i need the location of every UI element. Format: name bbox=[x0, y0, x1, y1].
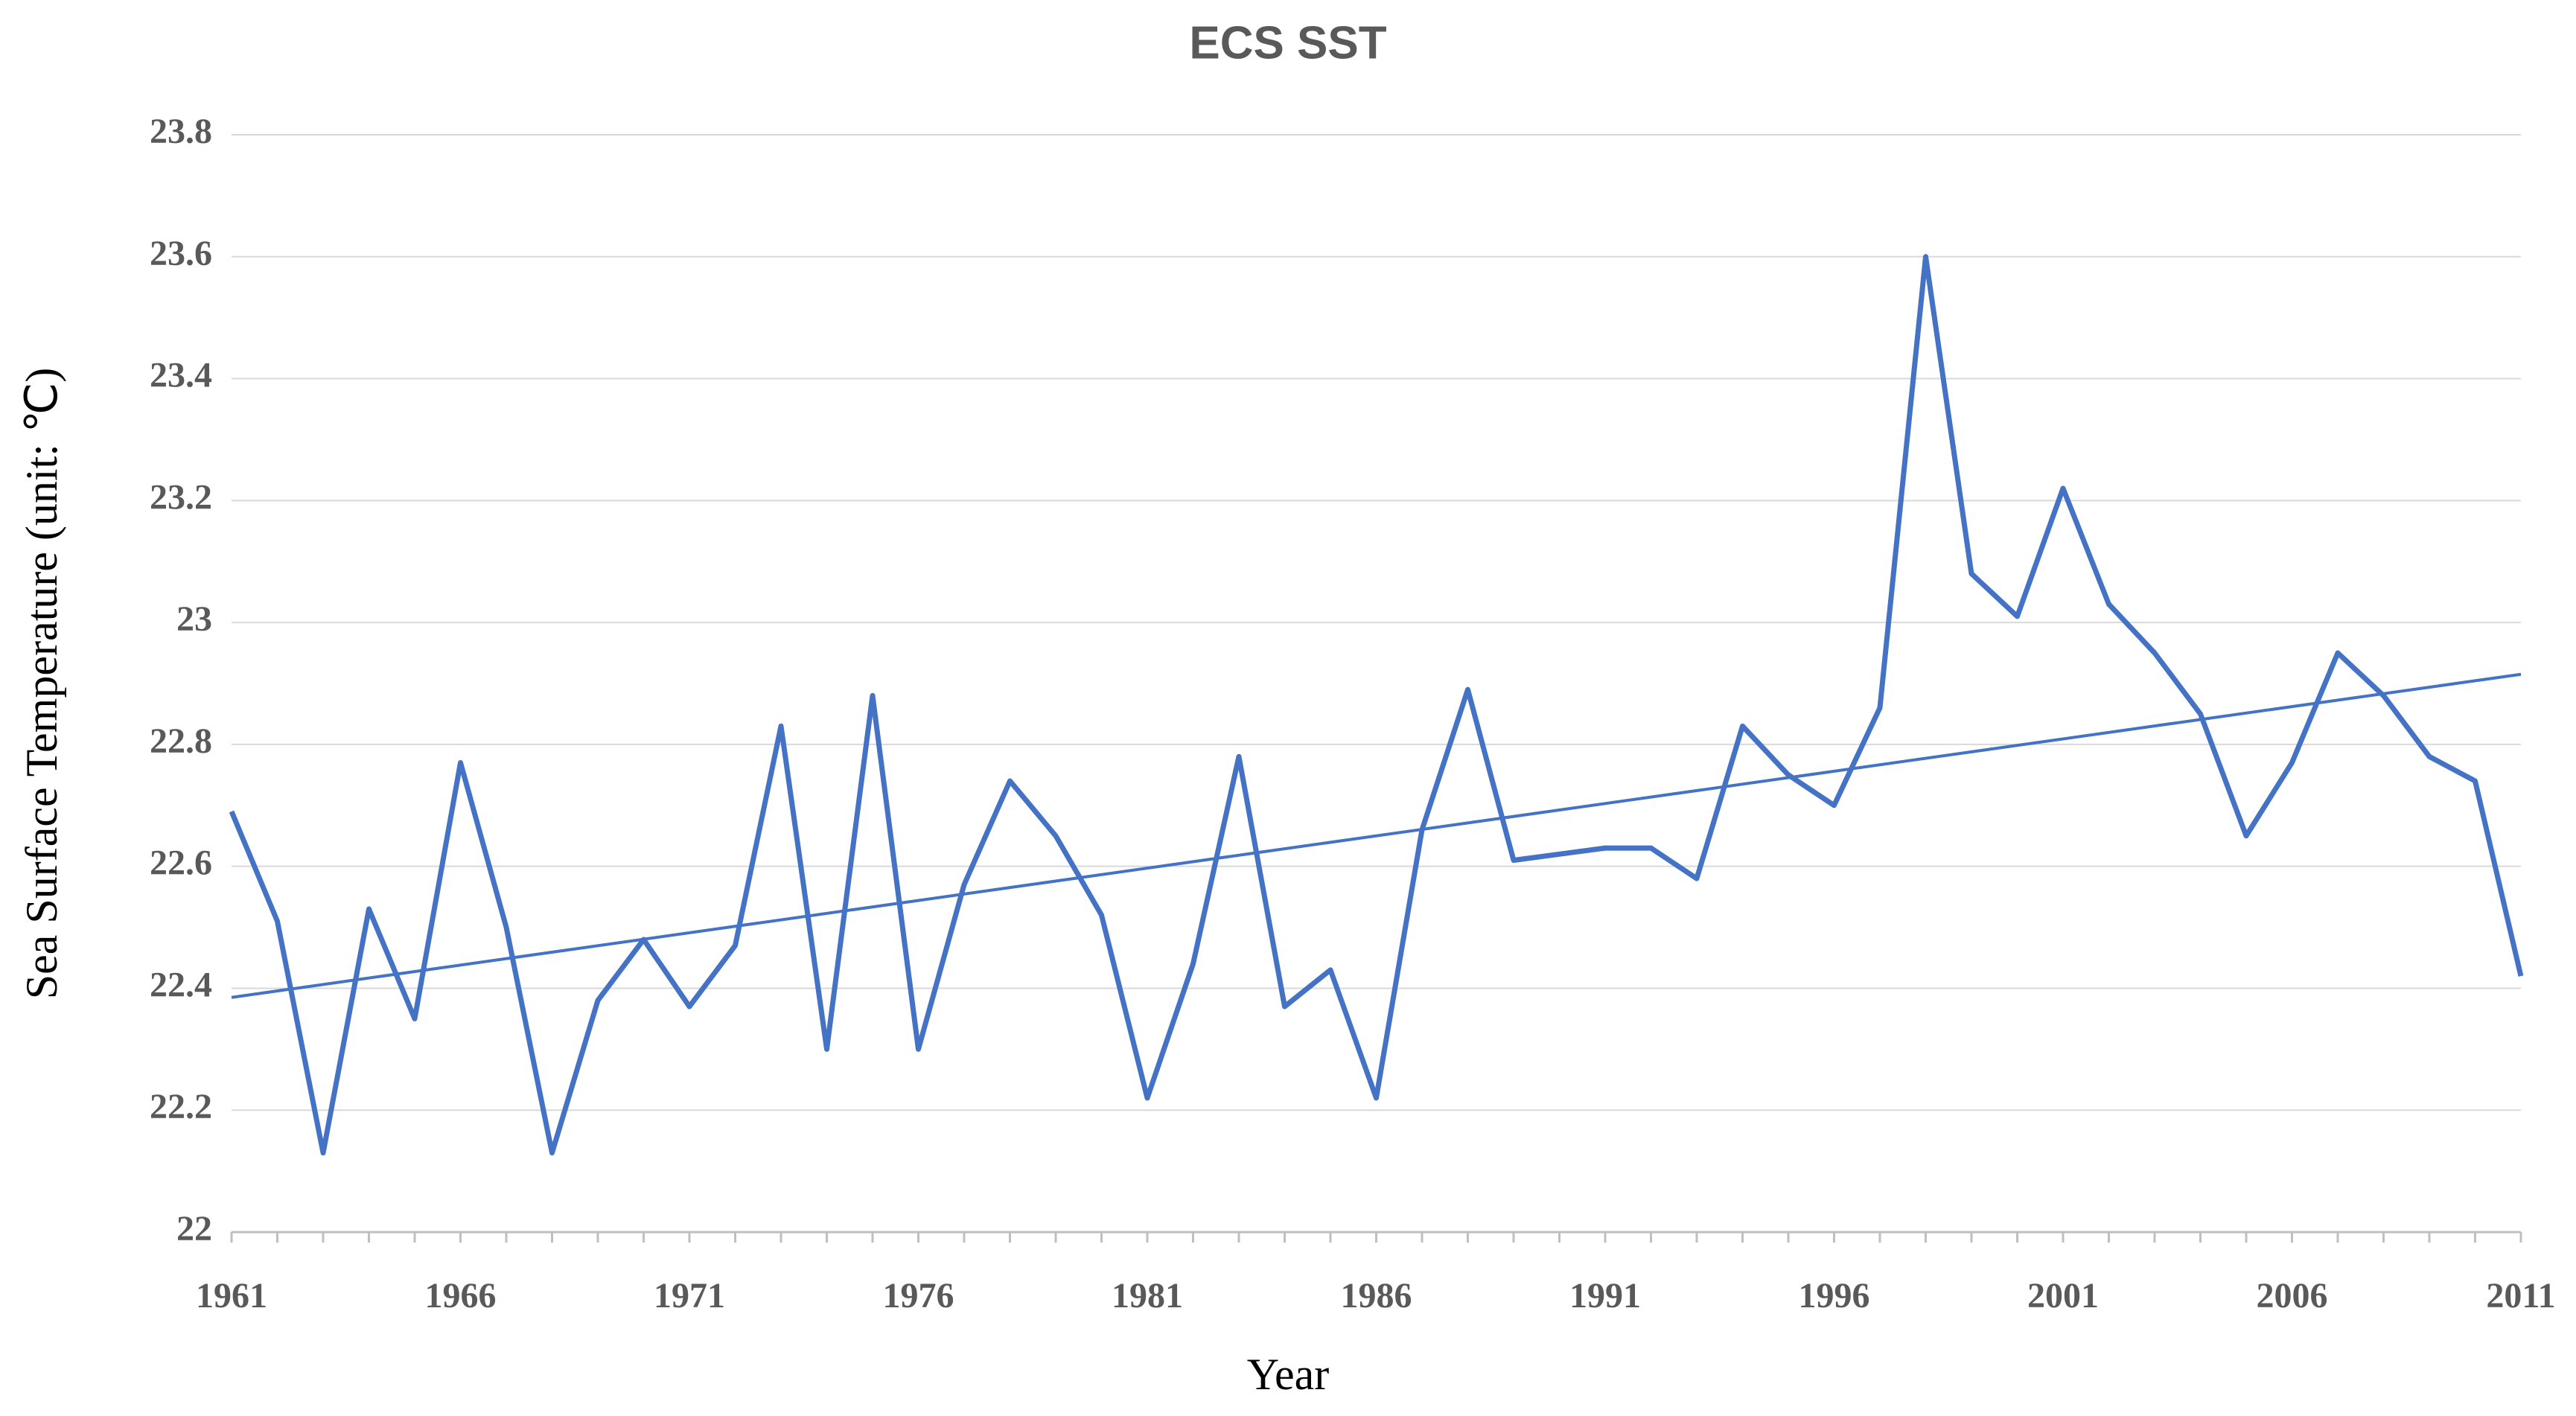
y-tick-label: 23.8 bbox=[150, 112, 212, 151]
y-tick-label: 23.6 bbox=[150, 234, 212, 273]
y-axis-title: Sea Surface Temperature (unit: ℃) bbox=[17, 368, 66, 999]
x-tick-label: 1996 bbox=[1799, 1276, 1870, 1315]
x-tick-label: 1966 bbox=[425, 1276, 497, 1315]
chart-title: ECS SST bbox=[1189, 17, 1386, 68]
y-tick-label: 23.2 bbox=[150, 477, 212, 517]
x-tick-label: 1976 bbox=[883, 1276, 954, 1315]
x-tick-label: 2011 bbox=[2486, 1276, 2555, 1315]
x-tick-label: 1971 bbox=[654, 1276, 725, 1315]
x-tick-label: 2006 bbox=[2257, 1276, 2328, 1315]
x-axis-title: Year bbox=[1247, 1350, 1330, 1399]
data-line bbox=[229, 254, 2524, 1156]
x-tick-label: 1961 bbox=[196, 1276, 267, 1315]
y-tick-label: 22.4 bbox=[150, 965, 212, 1004]
x-tick-label: 1981 bbox=[1112, 1276, 1183, 1315]
trend-line bbox=[231, 672, 2522, 999]
y-tick-label: 22 bbox=[176, 1209, 212, 1248]
y-tick-label: 23.4 bbox=[150, 356, 212, 395]
y-tick-label: 22.2 bbox=[150, 1087, 212, 1126]
x-tick-label: 2001 bbox=[2027, 1276, 2099, 1315]
y-tick-label: 23 bbox=[176, 599, 212, 639]
y-tick-label: 22.6 bbox=[150, 843, 212, 883]
x-tick-label: 1986 bbox=[1341, 1276, 1412, 1315]
y-tick-label: 22.8 bbox=[150, 721, 212, 761]
x-tick-label: 1991 bbox=[1569, 1276, 1641, 1315]
